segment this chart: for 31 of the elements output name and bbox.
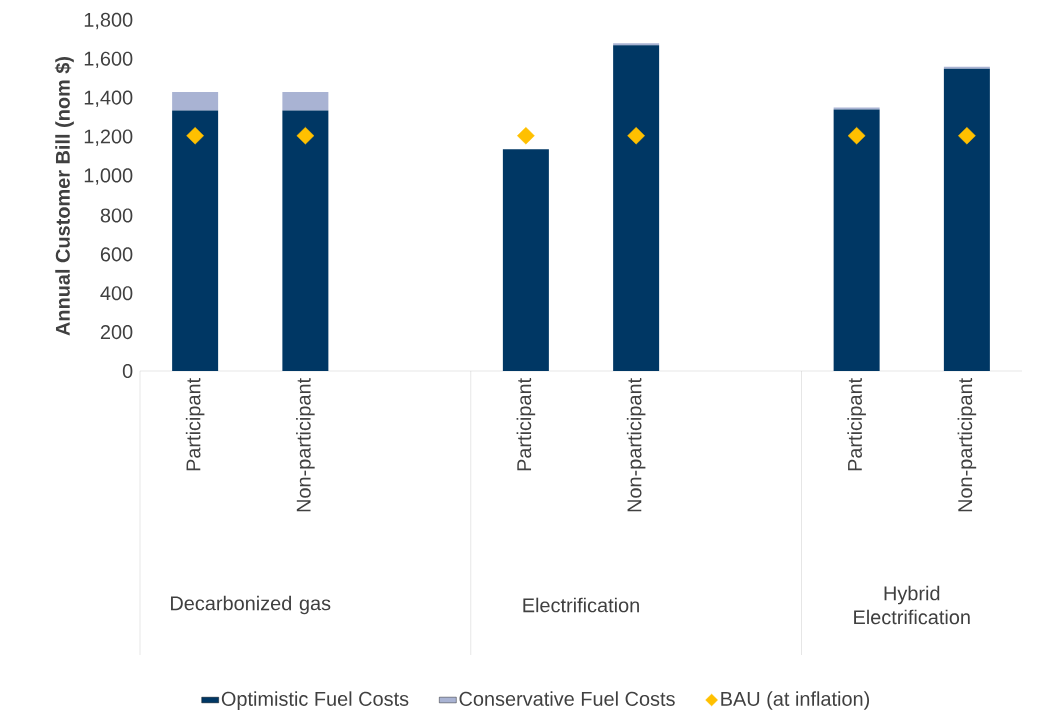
y-tick-label: 1,000 (84, 168, 133, 185)
legend-label: BAU (at inflation) (721, 691, 870, 710)
text: Hybrid Electrification (854, 585, 970, 625)
x-tick-label: Non-participant (626, 378, 646, 512)
x-tick-label: Participant (185, 378, 205, 471)
y-axis-title: Annual Customer Bill (nom $) (54, 56, 74, 336)
bar (172, 91, 219, 111)
y-tick-label: 1,800 (84, 12, 133, 30)
text: Decarbonized gas (171, 595, 331, 615)
y-tick-label: 600 (100, 247, 133, 262)
y-tick-label: 800 (100, 208, 133, 223)
y-tick-label: 0 (122, 363, 133, 379)
legend-label: Conservative Fuel Costs (459, 691, 675, 706)
bar (502, 149, 549, 371)
bar (613, 45, 660, 371)
bar (833, 109, 880, 371)
x-tick-label: Participant (847, 378, 866, 471)
bar (282, 91, 329, 111)
x-tick-label: Participant (516, 378, 536, 471)
bar (282, 110, 329, 371)
bar (943, 68, 990, 371)
y-tick-label: 400 (100, 286, 133, 301)
y-tick-label: 1,200 (84, 129, 133, 146)
y-tick-label: 200 (100, 325, 133, 340)
y-tick-label: 1,400 (84, 90, 133, 108)
text: Electrification (523, 597, 639, 613)
x-tick-label: Non-participant (957, 378, 977, 512)
bar (172, 110, 219, 371)
y-tick-label: 1,600 (84, 51, 133, 69)
x-tick-label: Non-participant (296, 378, 315, 512)
legend-label: Optimistic Fuel Costs (221, 691, 409, 710)
